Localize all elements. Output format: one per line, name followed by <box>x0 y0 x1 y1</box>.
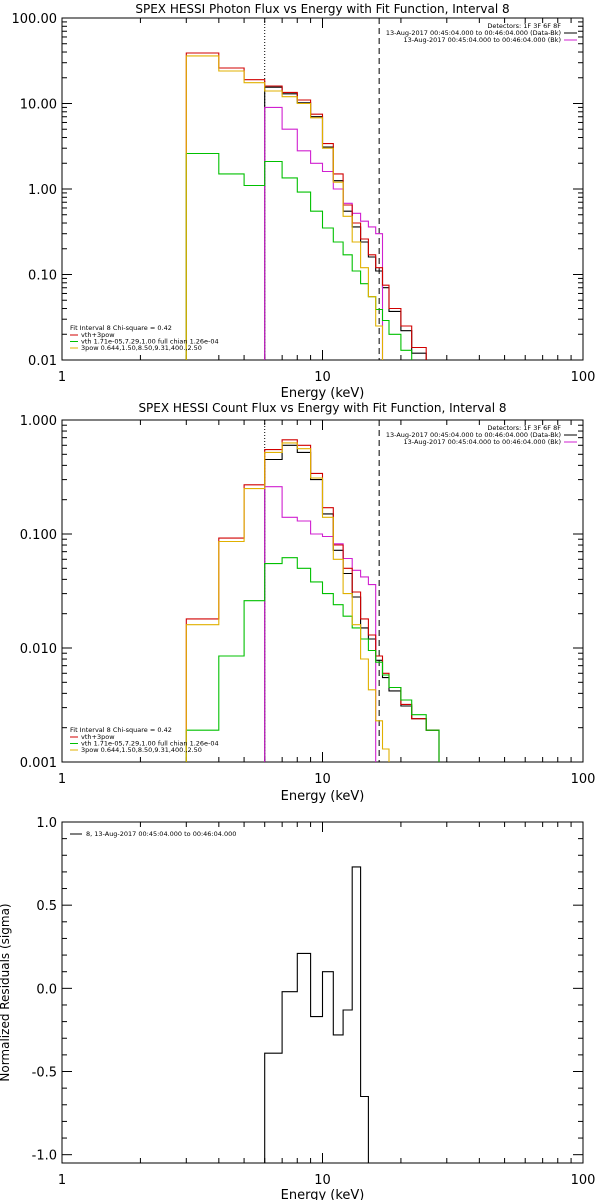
x-tick-label: 100 <box>571 370 596 385</box>
chart-title: SPEX HESSI Photon Flux vs Energy with Fi… <box>135 2 509 16</box>
y-axis-ticks: 0.001 0.010 0.100 1.000 <box>20 414 583 771</box>
x-axis-ticks: 1 10 100 <box>58 822 596 1188</box>
y-tick-label: 10.00 <box>20 98 57 113</box>
info-line-2: 13-Aug-2017 00:45:04.000 to 00:46:04.000… <box>386 431 561 439</box>
series-line-5 <box>185 442 390 762</box>
y-tick-label: 0.100 <box>20 528 57 543</box>
series-line-5 <box>185 55 384 360</box>
y-axis-label: Normalized Residuals (sigma) <box>0 903 12 1081</box>
y-tick-label: 0.0 <box>36 982 57 997</box>
x-axis-label: Energy (keV) <box>281 1188 365 1200</box>
info-line-1: Detectors: 1F 3F 6F 8F <box>487 22 561 30</box>
y-tick-label: 0.5 <box>36 899 57 914</box>
panel-2: SPEX HESSI Count Flux vs Energy with Fit… <box>20 401 596 804</box>
fit-legend: Fit Interval 8 Chi-square = 0.42vth+3pow… <box>70 324 219 352</box>
series-line-3 <box>185 52 427 360</box>
y-tick-label: 0.010 <box>20 642 57 657</box>
series-line-4 <box>185 557 440 762</box>
series-line-3 <box>185 439 440 762</box>
y-tick-label: 100.00 <box>12 12 58 27</box>
x-tick-label: 10 <box>314 370 331 385</box>
fit-legend-entry: 3pow 0.644,1.50,8.50,9.31,400.,2.50 <box>81 344 202 352</box>
series-line-1 <box>264 86 427 360</box>
y-tick-label: -0.5 <box>32 1066 57 1081</box>
x-axis-label: Energy (keV) <box>281 386 365 401</box>
series-group <box>185 52 427 360</box>
x-tick-label: 1 <box>58 772 66 787</box>
y-tick-label: 1.0 <box>36 816 57 831</box>
y-axis-ticks: -1.0 -0.5 0.0 0.5 1.0 <box>32 816 583 1164</box>
fit-legend-entry: vth 1.71e-05,7.29,1.00 full chian 1.26e-… <box>81 740 219 748</box>
x-tick-label: 1 <box>58 370 66 385</box>
info-line-1: Detectors: 1F 3F 6F 8F <box>487 424 561 432</box>
x-axis-label: Energy (keV) <box>281 789 365 804</box>
plot-frame <box>61 17 584 361</box>
fit-legend-entry: vth+3pow <box>81 331 115 339</box>
series-line-4 <box>185 152 413 360</box>
panel-3: Energy (keV) Normalized Residuals (sigma)… <box>0 816 596 1203</box>
x-tick-label: 100 <box>571 1173 596 1188</box>
x-tick-label: 10 <box>314 1173 331 1188</box>
info-line-3: 13-Aug-2017 00:45:04.000 to 00:46:04.000… <box>404 36 561 44</box>
y-tick-label: 0.001 <box>20 756 57 771</box>
fit-legend-entry: vth 1.71e-05,7.29,1.00 full chian 1.26e-… <box>81 338 219 346</box>
series-group <box>185 439 440 762</box>
fit-legend-header: Fit Interval 8 Chi-square = 0.42 <box>70 726 172 734</box>
chart-title: SPEX HESSI Count Flux vs Energy with Fit… <box>138 401 506 415</box>
series-line-1 <box>264 866 380 1163</box>
fit-legend: Fit Interval 8 Chi-square = 0.42vth+3pow… <box>70 726 219 754</box>
residual-legend: 8, 13-Aug-2017 00:45:04.000 to 00:46:04.… <box>70 830 236 838</box>
series-group <box>264 866 380 1163</box>
fit-legend-entry: 3pow 0.644,1.50,8.50,9.31,400.,2.50 <box>81 746 202 754</box>
x-tick-label: 100 <box>571 772 596 787</box>
series-line-2 <box>264 106 384 360</box>
fit-legend-entry: vth+3pow <box>81 733 115 741</box>
panel-1: SPEX HESSI Photon Flux vs Energy with Fi… <box>12 2 596 401</box>
info-line-3: 13-Aug-2017 00:45:04.000 to 00:46:04.000… <box>404 438 561 446</box>
y-axis-ticks: 0.01 0.10 1.00 10.00 100.00 <box>12 12 583 369</box>
y-tick-label: 1.00 <box>28 183 57 198</box>
fit-legend-header: Fit Interval 8 Chi-square = 0.42 <box>70 324 172 332</box>
series-line-2 <box>264 486 377 762</box>
residual-legend-text: 8, 13-Aug-2017 00:45:04.000 to 00:46:04.… <box>86 830 236 838</box>
x-axis-ticks: 1 10 100 <box>58 420 596 787</box>
y-tick-label: 1.000 <box>20 414 57 429</box>
y-tick-label: 0.01 <box>28 354 57 369</box>
x-tick-label: 10 <box>314 772 331 787</box>
y-tick-label: -1.0 <box>32 1149 57 1164</box>
info-line-2: 13-Aug-2017 00:45:04.000 to 00:46:04.000… <box>386 29 561 37</box>
y-tick-label: 0.10 <box>28 269 57 284</box>
x-tick-label: 1 <box>58 1173 66 1188</box>
